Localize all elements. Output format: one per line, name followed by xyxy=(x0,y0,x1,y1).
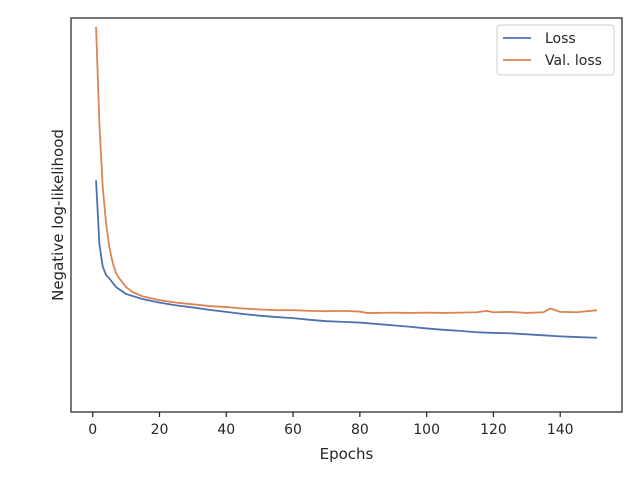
x-tick-label: 0 xyxy=(88,422,97,438)
plot-background xyxy=(71,18,622,412)
legend-label-loss: Loss xyxy=(545,31,576,47)
series-layer xyxy=(95,26,598,339)
legend: Loss Val. loss xyxy=(496,24,615,76)
series-line-val-loss xyxy=(95,26,598,314)
x-tick-label: 100 xyxy=(413,422,440,438)
x-tick-label: 120 xyxy=(480,422,507,438)
legend-label-val-loss: Val. loss xyxy=(545,53,602,69)
x-tick-label: 20 xyxy=(151,422,169,438)
y-axis-label: Negative log-likelihood xyxy=(49,129,67,301)
x-tick-label: 80 xyxy=(351,422,369,438)
plot-frame xyxy=(70,17,623,413)
x-tick-label: 40 xyxy=(217,422,235,438)
x-tick-label: 140 xyxy=(547,422,574,438)
x-tick-label: 60 xyxy=(284,422,302,438)
x-axis-label: Epochs xyxy=(320,445,374,463)
x-axis-ticks: 0 20 40 60 80 100 120 140 xyxy=(88,412,574,438)
series-line-loss xyxy=(95,180,597,339)
